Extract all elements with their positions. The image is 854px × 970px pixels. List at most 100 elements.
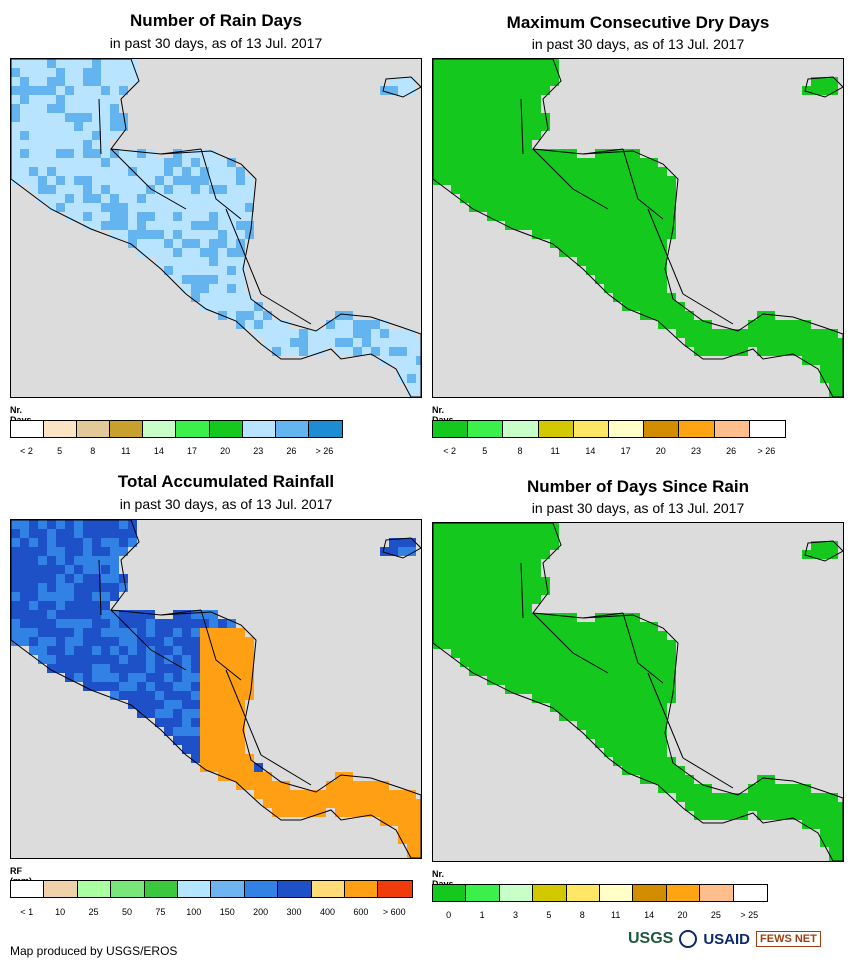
legend-swatch xyxy=(608,421,645,437)
legend-label: 25 xyxy=(710,910,721,920)
legend-swatch xyxy=(308,421,342,437)
legend-label: < 1 xyxy=(20,907,34,917)
usaid-logo: USAID xyxy=(703,930,751,948)
map-svg xyxy=(433,523,843,861)
logo-strip: USGS USAID FEWS NET xyxy=(628,930,821,948)
legend-label: 400 xyxy=(319,907,335,917)
legend-label: 14 xyxy=(153,446,164,456)
map-dry-days xyxy=(432,58,844,398)
legend-swatch xyxy=(211,881,245,897)
legend-label: 200 xyxy=(253,907,269,917)
legend-label: 20 xyxy=(220,446,231,456)
legend-label: 23 xyxy=(253,446,264,456)
legend-swatch xyxy=(178,881,212,897)
legend-swatch xyxy=(110,421,144,437)
legend-label: 14 xyxy=(585,446,596,456)
legend-swatch xyxy=(503,421,539,437)
legend-swatch xyxy=(378,881,412,897)
legend-swatch xyxy=(311,881,346,897)
panel-subtitle: in past 30 days, as of 13 Jul. 2017 xyxy=(531,36,745,52)
legend-swatch xyxy=(679,421,715,437)
legend-swatch xyxy=(749,421,785,437)
legend-label: 50 xyxy=(121,907,132,917)
legend-swatch xyxy=(244,881,279,897)
legend-label: 600 xyxy=(353,907,369,917)
legend-label: 11 xyxy=(550,446,560,456)
legend-label: 17 xyxy=(187,446,198,456)
legend-swatch xyxy=(573,421,609,437)
legend-swatch xyxy=(499,885,534,901)
legend-swatch xyxy=(433,885,467,901)
legend-label: 14 xyxy=(644,910,655,920)
legend-swatch xyxy=(143,421,177,437)
panel-subtitle: in past 30 days, as of 13 Jul. 2017 xyxy=(109,35,323,51)
legend-swatch xyxy=(700,885,734,901)
legend-swatch xyxy=(468,421,504,437)
legend-bar xyxy=(432,420,786,438)
legend-label: 20 xyxy=(677,910,688,920)
legend-label: 100 xyxy=(186,907,202,917)
legend-swatch xyxy=(633,885,667,901)
legend-label: 1 xyxy=(479,910,485,920)
panel-title: Maximum Consecutive Dry Days xyxy=(506,13,770,32)
legend-swatch xyxy=(733,885,767,901)
map-svg xyxy=(11,59,421,397)
legend-label: 20 xyxy=(655,446,666,456)
legend-swatch xyxy=(77,421,111,437)
panel-title: Total Accumulated Rainfall xyxy=(117,472,335,491)
legend-label: 5 xyxy=(546,910,552,920)
legend-swatch xyxy=(209,421,243,437)
legend-swatch xyxy=(714,421,750,437)
legend-swatch xyxy=(44,421,78,437)
legend-swatch xyxy=(275,421,309,437)
legend-label: 300 xyxy=(286,907,302,917)
panel-subtitle: in past 30 days, as of 13 Jul. 2017 xyxy=(119,496,333,512)
map-rain-days xyxy=(10,58,422,398)
map-rainfall xyxy=(10,519,422,859)
legend-swatch xyxy=(111,881,145,897)
legend-label: < 2 xyxy=(20,446,33,456)
map-svg xyxy=(11,520,421,858)
map-since-rain xyxy=(432,522,844,862)
legend-bar xyxy=(10,420,343,438)
legend-swatch xyxy=(278,881,312,897)
usgs-logo: USGS xyxy=(628,930,674,947)
legend-swatch xyxy=(144,881,179,897)
legend-swatch xyxy=(345,881,379,897)
panel-title: Number of Rain Days xyxy=(130,11,302,30)
legend-label: 11 xyxy=(121,446,131,456)
legend-label: 0 xyxy=(446,910,452,920)
legend-swatch xyxy=(44,881,78,897)
legend-label: 8 xyxy=(90,446,96,456)
legend-swatch xyxy=(11,881,45,897)
legend-swatch xyxy=(566,885,600,901)
legend-label: 17 xyxy=(620,446,631,456)
legend-label: 26 xyxy=(286,446,297,456)
legend-label: 3 xyxy=(512,910,519,920)
legend-swatch xyxy=(176,421,210,437)
legend-label: 10 xyxy=(55,907,66,917)
map-svg xyxy=(433,59,843,397)
legend-label: 5 xyxy=(482,446,488,456)
legend-label: < 2 xyxy=(443,446,456,456)
legend-bar xyxy=(432,884,768,902)
usaid-seal-icon xyxy=(679,930,698,948)
legend-label: 5 xyxy=(57,446,63,456)
legend-label: 25 xyxy=(88,907,99,917)
legend-label: 150 xyxy=(219,907,235,917)
legend-swatch xyxy=(538,421,574,437)
panel-subtitle: in past 30 days, as of 13 Jul. 2017 xyxy=(531,500,745,516)
panel-title: Number of Days Since Rain xyxy=(526,477,749,496)
legend-label: 75 xyxy=(155,907,166,917)
legend-swatch xyxy=(599,885,634,901)
legend-label: 8 xyxy=(579,910,585,920)
legend-label: 26 xyxy=(726,446,737,456)
legend-label: > 26 xyxy=(757,446,776,456)
legend-swatch xyxy=(242,421,276,437)
legend-swatch xyxy=(433,421,469,437)
legend-swatch xyxy=(533,885,567,901)
legend-swatch xyxy=(77,881,112,897)
fews-net-logo: FEWS NET xyxy=(756,931,821,947)
legend-label: 23 xyxy=(690,446,702,456)
legend-bar xyxy=(10,880,413,898)
